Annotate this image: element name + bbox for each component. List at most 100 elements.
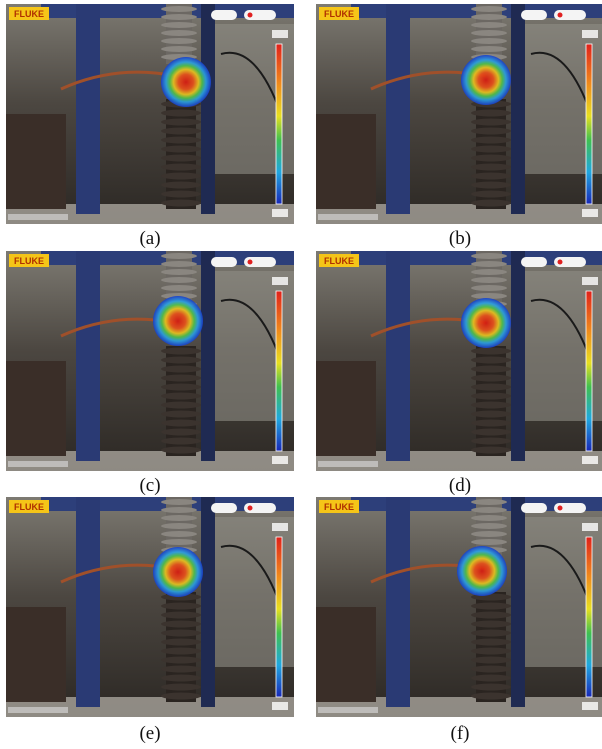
scale-label-box <box>272 702 288 710</box>
shed <box>161 173 201 180</box>
shed <box>471 531 507 537</box>
shed <box>161 684 201 691</box>
status-icon <box>521 257 547 267</box>
shed <box>161 675 201 682</box>
brand-logo: FLUKE <box>14 502 44 512</box>
frame-post <box>386 251 410 461</box>
shed <box>161 182 201 189</box>
shed <box>161 200 201 207</box>
shed <box>161 666 201 673</box>
scale-label-box <box>272 277 288 285</box>
shed <box>161 420 201 427</box>
shed <box>161 46 197 52</box>
color-bar <box>276 44 282 204</box>
shed <box>471 438 511 445</box>
shed <box>471 447 511 454</box>
shed <box>471 657 511 664</box>
shed <box>161 348 201 355</box>
shed <box>161 384 201 391</box>
shed <box>161 515 197 521</box>
shed <box>471 515 507 521</box>
shed <box>161 639 201 646</box>
thermal-image: FLUKE <box>6 4 294 224</box>
shed <box>471 648 511 655</box>
shed <box>471 22 507 28</box>
shed <box>471 14 507 20</box>
shed <box>471 46 507 52</box>
shed <box>161 38 197 44</box>
shed <box>161 603 201 610</box>
shed <box>161 693 201 700</box>
record-dot <box>558 13 563 18</box>
caption: (f) <box>316 723 602 745</box>
hotspot <box>161 57 211 107</box>
caption: (a) <box>6 228 294 250</box>
color-bar <box>276 291 282 451</box>
shed <box>161 164 201 171</box>
shed <box>161 411 201 418</box>
shed <box>471 357 511 364</box>
shed <box>471 200 511 207</box>
frame-post <box>386 4 410 214</box>
shed <box>161 612 201 619</box>
caption: (b) <box>316 228 602 250</box>
shed <box>161 285 197 291</box>
thermal-image: FLUKE <box>316 497 602 717</box>
shed <box>471 6 507 12</box>
shed <box>161 499 197 505</box>
status-icon <box>211 10 237 20</box>
frame-post <box>201 4 215 214</box>
shed <box>161 119 201 126</box>
shed <box>161 630 201 637</box>
shed <box>161 137 201 144</box>
figure: FLUKE(a)FLUKE(b)FLUKE(c)FLUKE(d)FLUKE(e)… <box>0 0 602 749</box>
shed <box>471 375 511 382</box>
color-bar <box>586 291 592 451</box>
shed <box>471 182 511 189</box>
brand-logo: FLUKE <box>324 502 354 512</box>
shed <box>161 447 201 454</box>
cabinet <box>316 361 376 456</box>
scale-label-box <box>582 30 598 38</box>
scale-label-box <box>272 30 288 38</box>
shed <box>471 293 507 299</box>
shed <box>471 420 511 427</box>
shed <box>161 110 201 117</box>
shed <box>471 639 511 646</box>
scale-label-box <box>582 523 598 531</box>
shed <box>471 191 511 198</box>
caption: (d) <box>316 475 602 497</box>
hotspot <box>153 547 203 597</box>
caption: (e) <box>6 723 294 745</box>
shed <box>471 253 507 259</box>
scale-label-box <box>582 277 598 285</box>
record-dot <box>248 13 253 18</box>
shed <box>161 429 201 436</box>
cabinet <box>6 114 66 209</box>
shed <box>161 261 197 267</box>
shed <box>471 684 511 691</box>
brand-logo: FLUKE <box>14 256 44 266</box>
frame-post <box>386 497 410 707</box>
cabinet <box>316 114 376 209</box>
shed <box>471 285 507 291</box>
hotspot <box>153 296 203 346</box>
cabinet <box>6 607 66 702</box>
timestamp-bar <box>318 214 378 220</box>
shed <box>161 657 201 664</box>
status-icon <box>211 503 237 513</box>
thermal-image: FLUKE <box>316 251 602 471</box>
scale-label-box <box>582 209 598 217</box>
record-dot <box>558 260 563 265</box>
frame-post <box>76 497 100 707</box>
shed <box>161 191 201 198</box>
brand-logo: FLUKE <box>324 9 354 19</box>
shed <box>161 128 201 135</box>
shed <box>471 384 511 391</box>
shed <box>161 507 197 513</box>
timestamp-bar <box>318 707 378 713</box>
brand-logo: FLUKE <box>324 256 354 266</box>
frame-post <box>511 251 525 461</box>
shed <box>161 621 201 628</box>
shed <box>471 110 511 117</box>
